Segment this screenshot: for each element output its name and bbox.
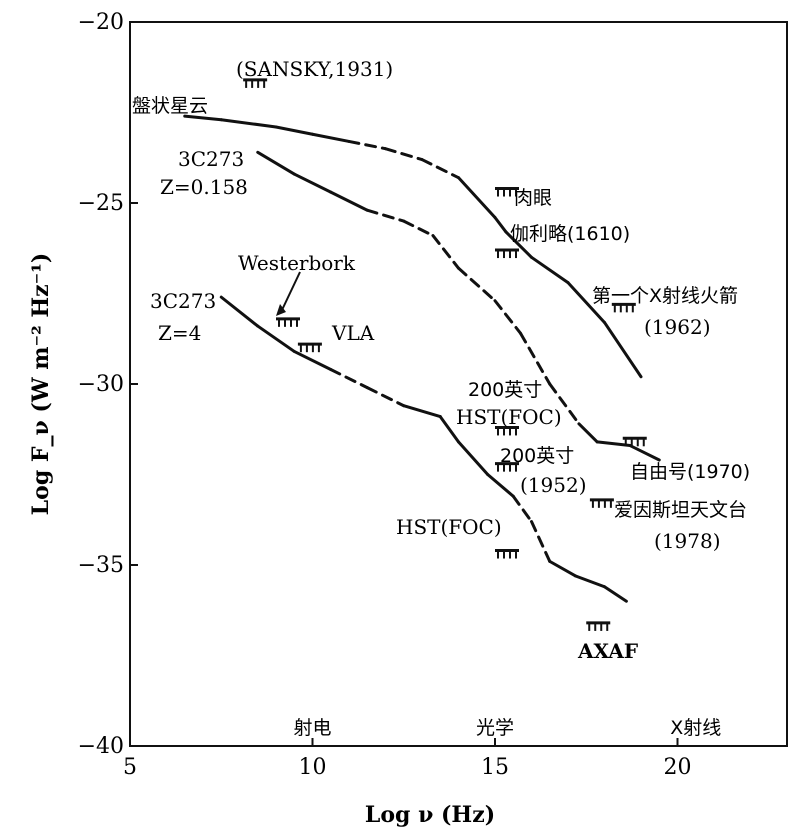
label-1952: (1952) [520, 473, 587, 497]
y-tick-label: −40 [78, 734, 124, 759]
series-0-segment [183, 114, 223, 122]
y-tick-label: −35 [78, 553, 124, 578]
x-axis: 5 10 15 20 [123, 738, 692, 780]
band-label: X射线 [670, 717, 721, 739]
series-2-segment [256, 324, 296, 353]
label-hst-foc-a: HST(FOC) [456, 405, 562, 429]
arrowhead-icon [276, 304, 286, 316]
label-disk-nebula: 盤状星云 [132, 95, 208, 117]
series-0-segment [504, 230, 533, 259]
label-first-xray: 第一个X射线火箭 [592, 285, 738, 307]
series-0-segment [566, 281, 606, 324]
band-labels: 射电 光学 X射线 [293, 717, 721, 739]
series-0-segment [219, 118, 278, 129]
limit-marker [297, 342, 322, 353]
limit-marker [495, 549, 519, 559]
series-2-segment [530, 520, 552, 563]
label-z4: Z=4 [158, 321, 201, 345]
series-1-segment [519, 331, 552, 386]
series-0-segment [274, 125, 314, 136]
series-1-segment [292, 172, 333, 194]
plot-frame [129, 21, 788, 747]
series-0-segment [311, 132, 351, 143]
label-vla: VLA [331, 321, 375, 345]
label-sansky: (SANSKY,1931) [236, 57, 393, 81]
series-layer [183, 114, 661, 603]
series-2-segment [292, 349, 333, 372]
y-axis-title: Log F_ν (W m⁻² Hz⁻¹) [28, 253, 54, 516]
series-0-segment [384, 147, 424, 162]
label-first-xray-year: (1962) [644, 315, 711, 339]
x-tick-label: 5 [123, 755, 137, 780]
series-0-segment [493, 215, 508, 234]
label-200inch-b: 200英寸 [500, 445, 574, 467]
label-axaf: AXAF [577, 639, 638, 663]
x-tick-label: 20 [664, 755, 692, 780]
label-einstein-year: (1978) [654, 529, 721, 553]
series-0-segment [457, 176, 497, 219]
westerbork-arrow [281, 271, 301, 311]
series-1-segment [493, 299, 523, 335]
series-2-segment [329, 368, 369, 390]
label-einstein: 爱因斯坦天文台 [614, 499, 747, 521]
limit-marker [495, 187, 519, 197]
label-3c273-b: 3C273 [150, 289, 216, 313]
series-1-segment [628, 444, 661, 462]
limit-markers [243, 78, 647, 631]
band-label: 射电 [293, 717, 331, 739]
series-2-segment [402, 404, 442, 419]
label-3c273-a: 3C273 [178, 147, 244, 171]
label-200inch-a: 200英寸 [468, 379, 542, 401]
y-axis: −20 −25 −30 −35 −40 [78, 10, 138, 759]
series-2-segment [457, 440, 490, 476]
limit-marker [611, 302, 636, 313]
label-hst-foc-b: HST(FOC) [396, 515, 502, 539]
series-2-segment [603, 585, 628, 603]
y-tick-label: −25 [78, 191, 124, 216]
label-z0158: Z=0.158 [160, 175, 248, 199]
series-2-segment [548, 559, 577, 578]
series-1-segment [595, 440, 632, 448]
limit-marker [495, 248, 519, 259]
series-2-segment [511, 494, 533, 524]
limit-marker [589, 498, 614, 508]
limit-marker [495, 425, 519, 436]
limit-marker [586, 621, 611, 631]
limit-marker [495, 462, 519, 472]
label-westerbork: Westerbork [238, 251, 356, 275]
series-1-segment [402, 219, 435, 238]
series-1-segment [577, 422, 599, 444]
band-label: 光学 [476, 717, 514, 739]
series-0-segment [420, 158, 460, 180]
limit-marker [622, 436, 647, 447]
y-tick-label: −30 [78, 372, 124, 397]
series-2-segment [438, 415, 460, 444]
label-uhuru: 自由号(1970) [630, 461, 750, 483]
x-axis-title: Log ν (Hz) [365, 802, 495, 828]
series-1-segment [548, 382, 581, 426]
series-1-segment [329, 190, 369, 212]
label-galileo: 伽利略(1610) [510, 223, 630, 245]
series-1-segment [457, 266, 497, 303]
series-1-segment [256, 150, 296, 176]
x-tick-label: 15 [481, 755, 509, 780]
series-0-segment [603, 320, 643, 379]
series-2-segment [573, 574, 606, 589]
series-0-segment [347, 139, 387, 151]
series-2-segment [219, 295, 260, 328]
limit-marker [276, 317, 300, 327]
label-naked-eye: 肉眼 [514, 187, 552, 209]
series-0-segment [530, 255, 570, 285]
series-1-segment [431, 234, 460, 270]
series-1-segment [365, 208, 406, 223]
limit-marker [243, 78, 268, 88]
series-2-segment [486, 473, 515, 498]
y-tick-label: −20 [78, 10, 124, 35]
x-tick-label: 10 [299, 755, 327, 780]
series-2-segment [365, 386, 406, 408]
